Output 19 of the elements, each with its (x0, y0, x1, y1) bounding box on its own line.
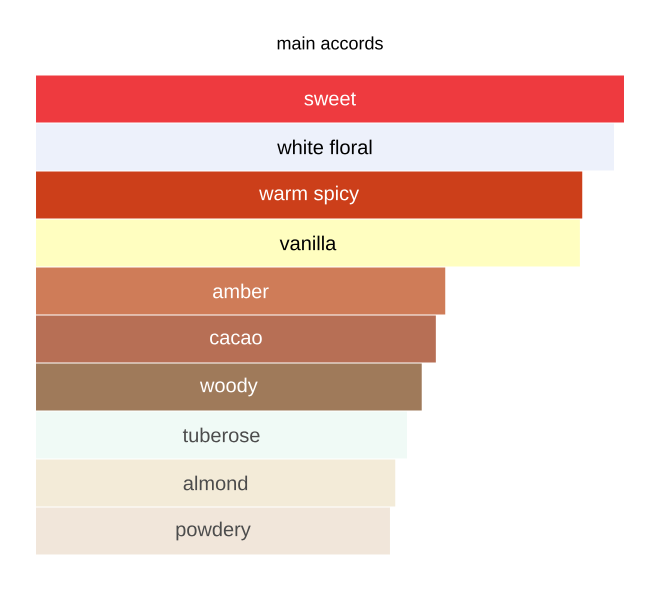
bar (36, 411, 408, 458)
y-tick-label: sweet (304, 92, 356, 106)
y-tick-label: powdery (176, 522, 251, 540)
bar (36, 267, 446, 314)
bar (36, 123, 614, 170)
bar (36, 363, 422, 410)
y-tick-label: warm spicy (259, 186, 360, 204)
chart-title: main accords (278, 36, 383, 50)
bar (36, 172, 582, 218)
bar (36, 315, 436, 362)
y-tick-label: woody (200, 378, 258, 396)
y-tick-label: vanilla (280, 236, 336, 250)
y-tick-label: cacao (210, 334, 262, 344)
bar (36, 220, 580, 266)
y-tick-label: tuberose (182, 428, 260, 442)
y-tick-label: white floral (277, 140, 372, 154)
y-tick-label: almond (184, 476, 248, 490)
bar (36, 76, 624, 122)
y-tick-label: amber (213, 284, 269, 298)
